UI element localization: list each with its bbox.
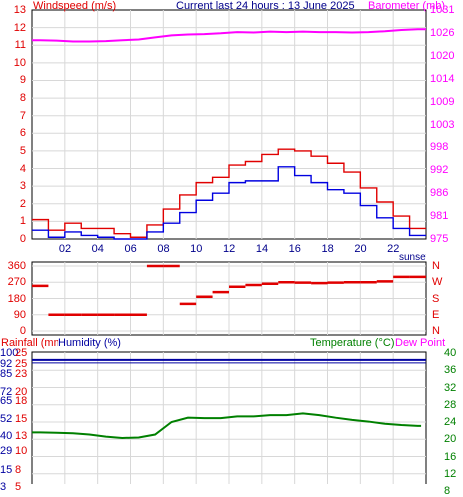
humidity-title: Humidity (%) [58,337,121,349]
dir-compass-label: N [432,325,440,337]
gust-series [32,166,426,240]
dir-compass-label: N [432,260,440,272]
x-tick-label: 08 [157,243,170,255]
temperature-title: Temperature (°C) [310,337,395,349]
temp-y-tick-label: 8 [444,485,451,497]
temperature-series [32,412,422,439]
humidity-y-tick-label: 3 [0,480,7,493]
wind-y-tick-label: 13 [13,4,26,16]
rain-y-tick-label: 25 [15,347,28,359]
dewpoint-title: Dew Point [395,337,446,349]
baro-y-tick-label: 1014 [430,72,455,85]
wind-marks [32,28,426,240]
dir-compass-label: W [432,276,443,289]
temp-y-tick-label: 24 [444,416,457,428]
baro-y-tick-label: 1009 [430,95,455,108]
baro-y-tick-label: 1026 [430,26,455,39]
windspeed-series [32,148,426,238]
baro-y-tick-label: 986 [430,187,449,200]
wind-y-tick-label: 8 [19,92,26,105]
humidity-y-tick-label: 92 [0,358,13,371]
x-tick-label: 02 [58,243,72,255]
rain-y-tick-label: 13 [15,429,28,442]
chart-title: Current last 24 hours : 13 June 2025 [176,0,355,12]
baro-y-tick-label: 981 [430,210,449,223]
humidity-y-tick-label: 15 [0,464,13,477]
temp-y-tick-label: 16 [444,450,457,463]
wind-y-tick-label: 3 [19,180,26,193]
baro-y-tick-label: 1031 [430,4,455,16]
rain-y-tick-label: 15 [15,413,28,426]
baro-y-tick-label: 1020 [430,49,455,62]
wind-barometer-chart [31,9,427,484]
humidity-y-tick-label: 29 [0,444,13,457]
baro-y-tick-label: 1003 [430,118,455,131]
temp-y-tick-label: 28 [444,398,457,411]
humidity-y-tick-label: 100 [0,347,19,359]
rain-y-tick-label: 25 [15,358,28,371]
baro-y-tick-label: 992 [430,164,449,177]
wind-y-tick-label: 7 [19,109,26,122]
dir-y-tick-label: 90 [13,308,26,321]
x-tick-label: 22 [387,243,400,255]
direction-marks [32,264,426,316]
barometer-series [32,28,426,43]
x-tick-label: 16 [288,243,301,255]
temperature-marks [32,358,426,439]
rain-y-tick-label: 23 [15,367,28,380]
wind-y-tick-label: 2 [19,197,26,210]
x-tick-label: 18 [321,243,334,255]
wind-y-tick-label: 6 [19,127,26,140]
x-tick-label: 10 [190,243,203,255]
humidity-y-tick-label: 52 [0,413,13,426]
rain-y-tick-label: 20 [15,385,28,398]
temp-y-tick-label: 20 [444,433,457,446]
sunset-label: sunset [399,252,426,263]
wind-y-tick-label: 1 [19,215,26,228]
x-tick-label: 20 [354,243,367,255]
dir-compass-label: E [432,308,440,321]
baro-y-tick-label: 998 [430,141,449,154]
barometer-title: Barometer (mb) [368,0,446,12]
dir-y-tick-label: 0 [19,325,26,337]
temperature-gridlines [32,352,426,484]
x-tick-label: 04 [91,243,104,255]
humidity-y-tick-label: 40 [0,429,13,442]
humidity-y-tick-label: 72 [0,385,13,398]
temp-y-tick-label: 12 [444,467,457,480]
wind-y-tick-label: 0 [19,233,26,245]
wind-y-tick-label: 4 [19,162,26,175]
x-tick-label: 12 [223,243,236,255]
rain-y-tick-label: 8 [15,464,22,477]
humidity-y-tick-label: 65 [0,395,13,408]
wind-y-tick-label: 12 [13,21,26,34]
temp-y-tick-label: 40 [444,347,457,359]
humidity-y-tick-label: 85 [0,367,13,380]
windspeed-title: Windspeed (m/s) [33,0,117,12]
wind-y-tick-label: 10 [13,56,26,69]
dir-compass-label: S [432,292,440,305]
rain-y-tick-label: 18 [15,395,28,408]
rain-y-tick-label: 5 [15,480,22,493]
rain-y-tick-label: 10 [15,444,28,457]
temp-y-tick-label: 32 [444,381,457,394]
temp-y-tick-label: 36 [444,364,457,377]
dir-y-tick-label: 180 [7,292,26,305]
dir-y-tick-label: 270 [7,276,26,289]
baro-y-tick-label: 975 [430,233,449,245]
x-tick-label: 14 [255,243,269,255]
rainfall-title: Rainfall (mm) [1,337,67,349]
dir-y-tick-label: 360 [7,260,26,272]
wind-y-tick-label: 9 [19,74,26,87]
x-tick-label: 06 [124,243,137,255]
wind-y-tick-label: 5 [19,144,26,157]
wind-gridlines [32,10,426,239]
wind-y-tick-label: 11 [14,39,26,52]
